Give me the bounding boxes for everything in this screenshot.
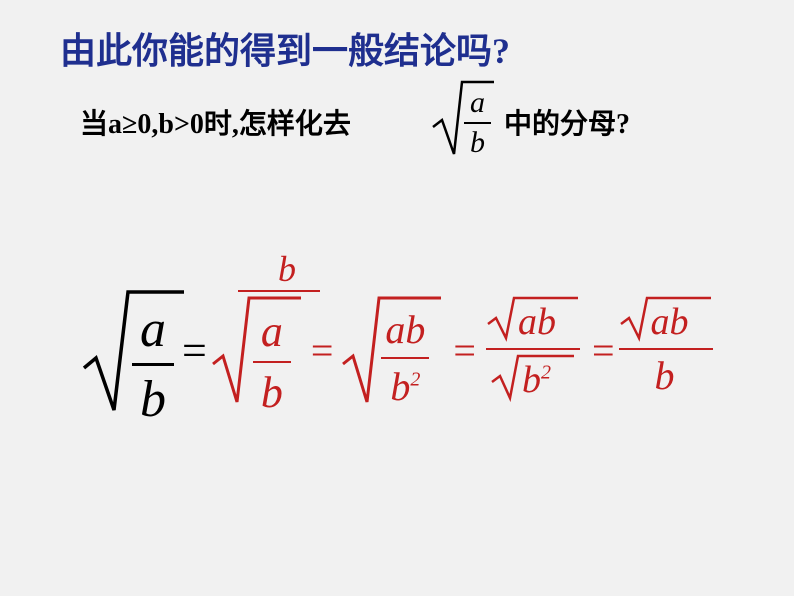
inline-sqrt: a b bbox=[428, 72, 498, 167]
step3-den-sup: 2 bbox=[541, 361, 551, 383]
step4-den: b bbox=[655, 352, 675, 399]
step1-den: b bbox=[253, 361, 291, 418]
equation-row: a b = a b = ab b2 = bbox=[78, 280, 717, 420]
step1-sqrt: a b bbox=[209, 290, 305, 410]
step4-frac: ab b bbox=[617, 290, 717, 410]
subtitle-part2: 中的分母? bbox=[504, 102, 630, 142]
step3-num: ab bbox=[518, 300, 556, 344]
frac-bar bbox=[619, 348, 713, 350]
b-overlay-line bbox=[238, 290, 320, 292]
b-overlay: b bbox=[278, 248, 296, 290]
subtitle-part1: 当a≥0,b>0时,怎样化去 bbox=[80, 102, 351, 142]
inline-frac-den: b bbox=[464, 122, 491, 160]
step2-den-base: b bbox=[390, 364, 410, 409]
frac-bar bbox=[486, 348, 580, 350]
step2-den-sup: 2 bbox=[410, 369, 420, 391]
lhs-num: a bbox=[132, 300, 174, 363]
step3-frac: ab b2 bbox=[484, 290, 584, 410]
step1-num: a bbox=[253, 306, 291, 361]
page-title: 由此你能的得到一般结论吗? bbox=[60, 22, 510, 74]
equals-2: = bbox=[311, 327, 334, 374]
lhs-den: b bbox=[132, 363, 174, 429]
step2-num: ab bbox=[381, 306, 429, 357]
equals-4: = bbox=[592, 327, 615, 374]
step4-num: ab bbox=[651, 300, 689, 344]
inline-frac-num: a bbox=[464, 86, 491, 122]
step2-sqrt: ab b2 bbox=[339, 290, 445, 410]
step3-den-base: b bbox=[522, 359, 541, 401]
lhs-sqrt: a b bbox=[78, 280, 188, 420]
equals-3: = bbox=[453, 327, 476, 374]
